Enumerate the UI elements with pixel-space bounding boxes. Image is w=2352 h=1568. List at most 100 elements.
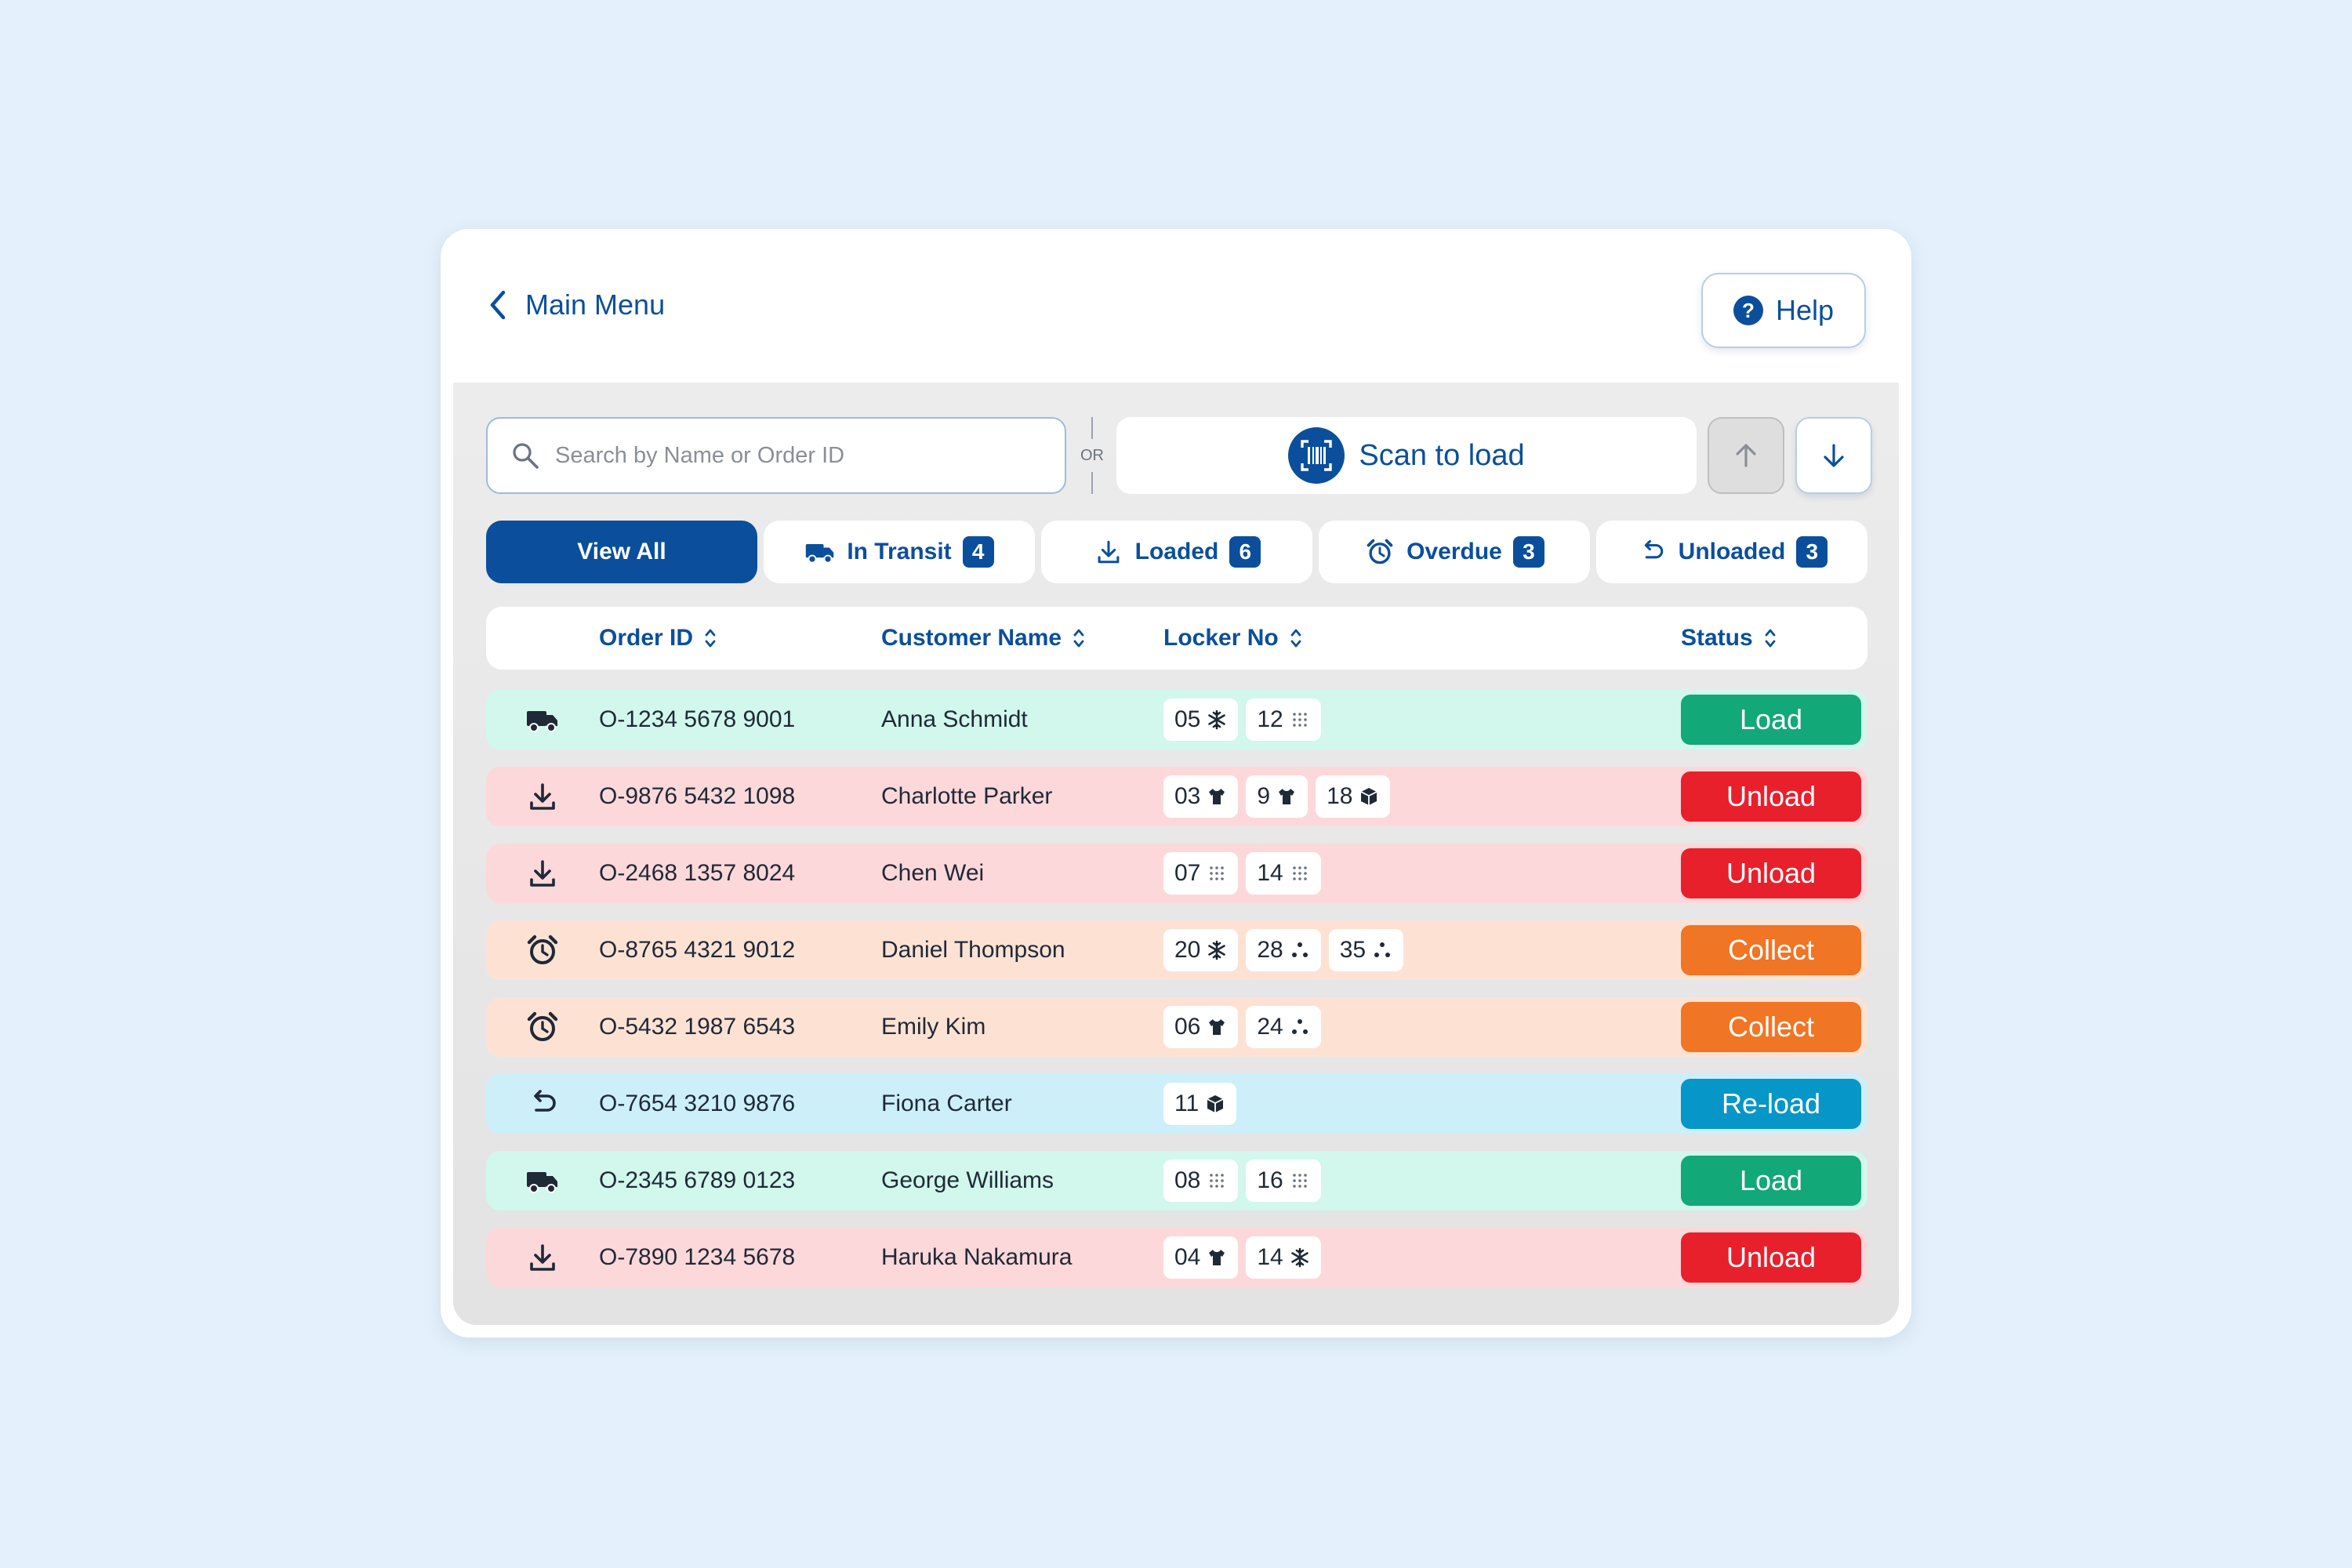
locker-number: 08 xyxy=(1174,1167,1201,1193)
three-dots-icon xyxy=(1290,940,1310,960)
column-header-customer-name[interactable]: Customer Name xyxy=(881,607,1085,670)
locker-list: 11 xyxy=(1163,1083,1237,1125)
snowflake-icon xyxy=(1207,940,1227,960)
filter-tabs: View All In Transit 4 Loaded 6 Overdue 3 Unload… xyxy=(486,521,1867,583)
locker-list: 08 16 xyxy=(1163,1160,1321,1202)
locker-chip: 08 xyxy=(1163,1160,1239,1202)
locker-list: 05 12 xyxy=(1163,699,1321,741)
locker-number: 06 xyxy=(1174,1014,1201,1040)
load-button[interactable]: Load xyxy=(1681,695,1861,745)
scan-to-load-button[interactable]: Scan to load xyxy=(1116,417,1697,494)
locker-number: 18 xyxy=(1327,783,1353,809)
locker-chip: 07 xyxy=(1163,852,1239,895)
sort-icon xyxy=(1290,629,1301,648)
table-row[interactable]: O-1234 5678 9001 Anna Schmidt 05 12 Load xyxy=(486,690,1867,750)
main-menu-link[interactable]: Main Menu xyxy=(488,285,665,325)
order-id: O-1234 5678 9001 xyxy=(599,706,796,732)
count-badge: 3 xyxy=(1512,536,1544,568)
search-box[interactable] xyxy=(486,417,1066,494)
unload-button[interactable]: Unload xyxy=(1681,771,1861,822)
locker-number: 16 xyxy=(1257,1167,1283,1193)
locker-chip: 12 xyxy=(1246,699,1321,741)
customer-name: Fiona Carter xyxy=(881,1091,1012,1116)
shirt-icon xyxy=(1207,786,1227,807)
locker-chip: 04 xyxy=(1163,1236,1239,1279)
main-menu-label: Main Menu xyxy=(525,289,666,321)
table-row[interactable]: O-2345 6789 0123 George Williams 08 16 Load xyxy=(486,1151,1867,1210)
alarm-clock-icon xyxy=(1364,539,1396,565)
column-header-order-id[interactable]: Order ID xyxy=(599,607,717,670)
locker-number: 11 xyxy=(1174,1091,1200,1116)
locker-number: 35 xyxy=(1339,937,1367,963)
customer-name: Haruka Nakamura xyxy=(881,1244,1073,1270)
sort-icon xyxy=(705,629,716,648)
search-input[interactable] xyxy=(555,442,1041,469)
unload-button[interactable]: Unload xyxy=(1681,1232,1861,1283)
sort-icon xyxy=(1765,629,1776,648)
order-id: O-7890 1234 5678 xyxy=(599,1244,796,1270)
tab-view-all[interactable]: View All xyxy=(486,521,757,583)
help-label: Help xyxy=(1775,294,1835,326)
locker-number: 9 xyxy=(1257,783,1271,809)
customer-name: Daniel Thompson xyxy=(881,937,1065,963)
box-icon xyxy=(1205,1094,1225,1114)
tab-unloaded[interactable]: Unloaded 3 xyxy=(1596,521,1867,583)
reload-button[interactable]: Re-load xyxy=(1681,1079,1861,1129)
undo-icon xyxy=(1636,539,1668,565)
customer-name: George Williams xyxy=(881,1167,1054,1193)
locker-chip: 03 xyxy=(1163,775,1239,818)
dots-grid-icon xyxy=(1290,863,1310,884)
table-row[interactable]: O-7890 1234 5678 Haruka Nakamura 04 14 Unloa… xyxy=(486,1228,1867,1287)
customer-name: Emily Kim xyxy=(881,1014,986,1040)
table-row[interactable]: O-5432 1987 6543 Emily Kim 06 24 Collect xyxy=(486,997,1867,1057)
locker-number: 12 xyxy=(1257,706,1283,732)
unload-button[interactable]: Unload xyxy=(1681,848,1861,898)
snowflake-icon xyxy=(1290,1247,1310,1268)
locker-chip: 35 xyxy=(1328,929,1404,971)
arrow-up-icon xyxy=(1736,444,1756,467)
order-id: O-9876 5432 1098 xyxy=(599,783,796,809)
download-icon xyxy=(1093,539,1124,565)
search-icon xyxy=(513,443,539,469)
locker-chip: 20 xyxy=(1163,929,1239,971)
content-area: OR Scan to load View All In Transit 4 Loade… xyxy=(453,383,1899,1325)
table-row[interactable]: O-7654 3210 9876 Fiona Carter 11 Re-load xyxy=(486,1074,1867,1134)
locker-number: 07 xyxy=(1174,860,1201,886)
locker-number: 04 xyxy=(1174,1244,1201,1270)
three-dots-icon xyxy=(1290,1017,1310,1037)
column-header-locker-no[interactable]: Locker No xyxy=(1163,607,1302,670)
divider-line xyxy=(1091,472,1093,494)
collect-button[interactable]: Collect xyxy=(1681,1002,1861,1052)
table-row[interactable]: O-8765 4321 9012 Daniel Thompson 20 28 35 Col… xyxy=(486,920,1867,980)
shirt-icon xyxy=(1207,1017,1227,1037)
scroll-down-button[interactable] xyxy=(1795,417,1872,494)
locker-chip: 28 xyxy=(1246,929,1321,971)
customer-name: Chen Wei xyxy=(881,860,985,886)
table-row[interactable]: O-9876 5432 1098 Charlotte Parker 03 9 18 Unl… xyxy=(486,767,1867,826)
tab-label: In Transit xyxy=(847,539,952,564)
collect-button[interactable]: Collect xyxy=(1681,925,1861,975)
locker-list: 20 28 35 xyxy=(1163,929,1404,971)
alarm-clock-icon xyxy=(525,1010,560,1044)
load-button[interactable]: Load xyxy=(1681,1156,1861,1206)
tab-label: Unloaded xyxy=(1678,539,1786,564)
tab-label: View All xyxy=(577,539,666,564)
column-header-status[interactable]: Status xyxy=(1681,607,1777,670)
count-badge: 4 xyxy=(962,536,994,568)
dots-grid-icon xyxy=(1207,863,1227,884)
tab-loaded[interactable]: Loaded 6 xyxy=(1041,521,1312,583)
locker-chip: 18 xyxy=(1316,775,1391,818)
locker-chip: 14 xyxy=(1246,1236,1321,1279)
tab-overdue[interactable]: Overdue 3 xyxy=(1319,521,1590,583)
undo-icon xyxy=(525,1087,560,1121)
order-id: O-5432 1987 6543 xyxy=(599,1014,796,1040)
barcode-scan-icon xyxy=(1288,427,1345,484)
scroll-up-button[interactable] xyxy=(1708,417,1784,494)
tab-in-transit[interactable]: In Transit 4 xyxy=(764,521,1035,583)
order-id: O-2468 1357 8024 xyxy=(599,860,796,886)
help-button[interactable]: ? Help xyxy=(1701,273,1866,348)
table-row[interactable]: O-2468 1357 8024 Chen Wei 07 14 Unload xyxy=(486,844,1867,903)
arrow-down-icon xyxy=(1824,444,1844,467)
locker-number: 03 xyxy=(1174,783,1201,809)
locker-list: 07 14 xyxy=(1163,852,1321,895)
